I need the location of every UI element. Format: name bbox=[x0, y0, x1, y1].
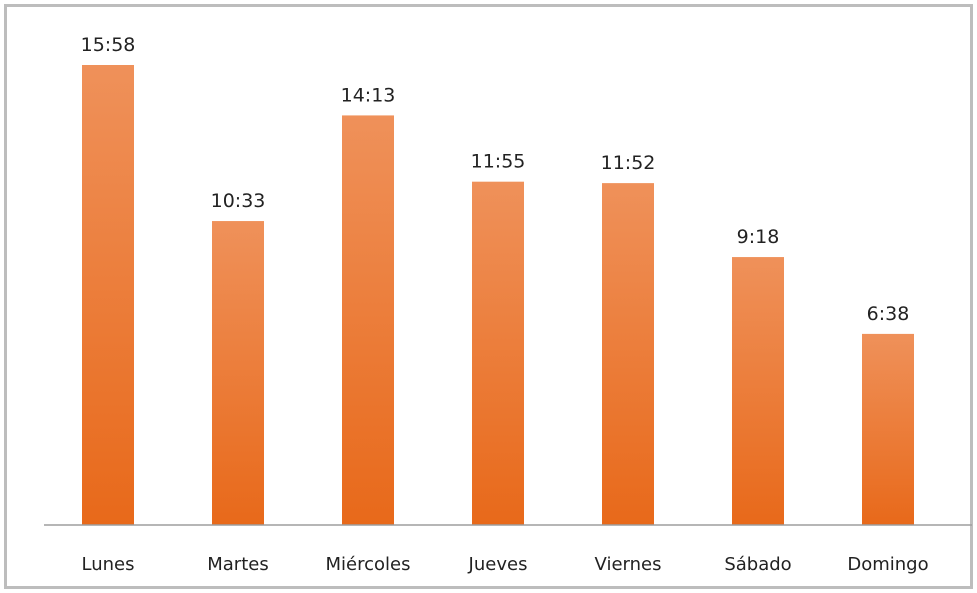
bars-group bbox=[82, 65, 914, 526]
data-label-sábado: 9:18 bbox=[737, 226, 780, 248]
category-label-sábado: Sábado bbox=[724, 554, 791, 575]
data-label-jueves: 11:55 bbox=[471, 151, 526, 173]
data-label-domingo: 6:38 bbox=[867, 303, 910, 325]
data-label-miércoles: 14:13 bbox=[341, 84, 396, 106]
bar-lunes bbox=[82, 65, 134, 525]
bar-martes bbox=[212, 221, 264, 526]
data-label-lunes: 15:58 bbox=[81, 34, 136, 56]
bar-miércoles bbox=[342, 115, 394, 525]
bar-jueves bbox=[472, 181, 524, 525]
data-label-martes: 10:33 bbox=[211, 190, 266, 212]
bar-sábado bbox=[732, 257, 784, 525]
category-label-miércoles: Miércoles bbox=[326, 554, 411, 575]
bar-viernes bbox=[602, 183, 654, 525]
category-label-domingo: Domingo bbox=[847, 554, 928, 575]
category-label-lunes: Lunes bbox=[82, 554, 135, 575]
labels-group: 15:58 Lunes 10:33 Martes 14:13 Miércoles 11:55… bbox=[81, 34, 929, 575]
category-label-jueves: Jueves bbox=[468, 554, 528, 575]
data-label-viernes: 11:52 bbox=[601, 152, 656, 174]
category-label-martes: Martes bbox=[207, 554, 268, 575]
category-label-viernes: Viernes bbox=[595, 554, 662, 575]
bar-domingo bbox=[862, 333, 914, 525]
